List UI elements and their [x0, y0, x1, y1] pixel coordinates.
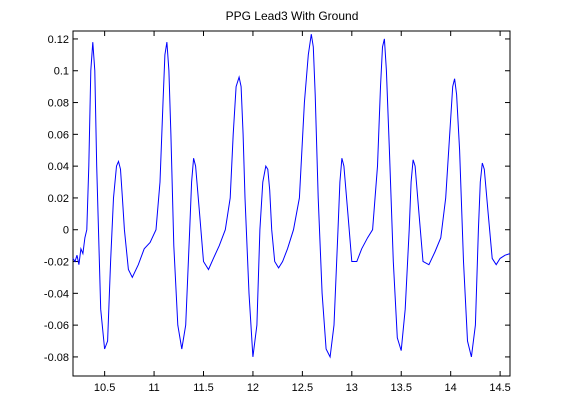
x-tick-label: 12.5	[292, 382, 313, 394]
x-tick-label: 11	[148, 382, 159, 394]
y-tick-label: 0.06	[48, 129, 69, 141]
x-tick-label: 10.5	[94, 382, 115, 394]
y-axis: -0.08 -0.06 -0.04 -0.02 0 0.02 0.04 0.06 0.08 0.1…	[44, 34, 510, 364]
x-tick-label: 14.5	[489, 382, 510, 394]
x-tick-label: 13.5	[391, 382, 412, 394]
y-tick-label: -0.08	[44, 352, 69, 364]
x-tick-label: 12	[247, 382, 259, 394]
ppg-signal-line	[72, 34, 511, 359]
y-tick-label: 0.04	[48, 161, 69, 173]
y-tick-label: 0.12	[48, 34, 69, 46]
y-tick-label: 0	[63, 225, 69, 237]
plot-area	[72, 30, 511, 377]
x-axis: 10.5 11 11.5 12 12.5 13 13.5 14 14.5	[94, 31, 511, 394]
x-tick-label: 11.5	[193, 382, 214, 394]
y-tick-label: 0.1	[54, 66, 69, 78]
x-tick-label: 13	[346, 382, 358, 394]
y-tick-label: 0.08	[48, 98, 69, 110]
y-tick-label: -0.02	[44, 257, 69, 269]
chart-title: PPG Lead3 With Ground	[226, 9, 359, 23]
y-tick-label: 0.02	[48, 193, 69, 205]
y-tick-label: -0.06	[44, 320, 69, 332]
y-tick-label: -0.04	[44, 288, 69, 300]
x-tick-label: 14	[445, 382, 457, 394]
